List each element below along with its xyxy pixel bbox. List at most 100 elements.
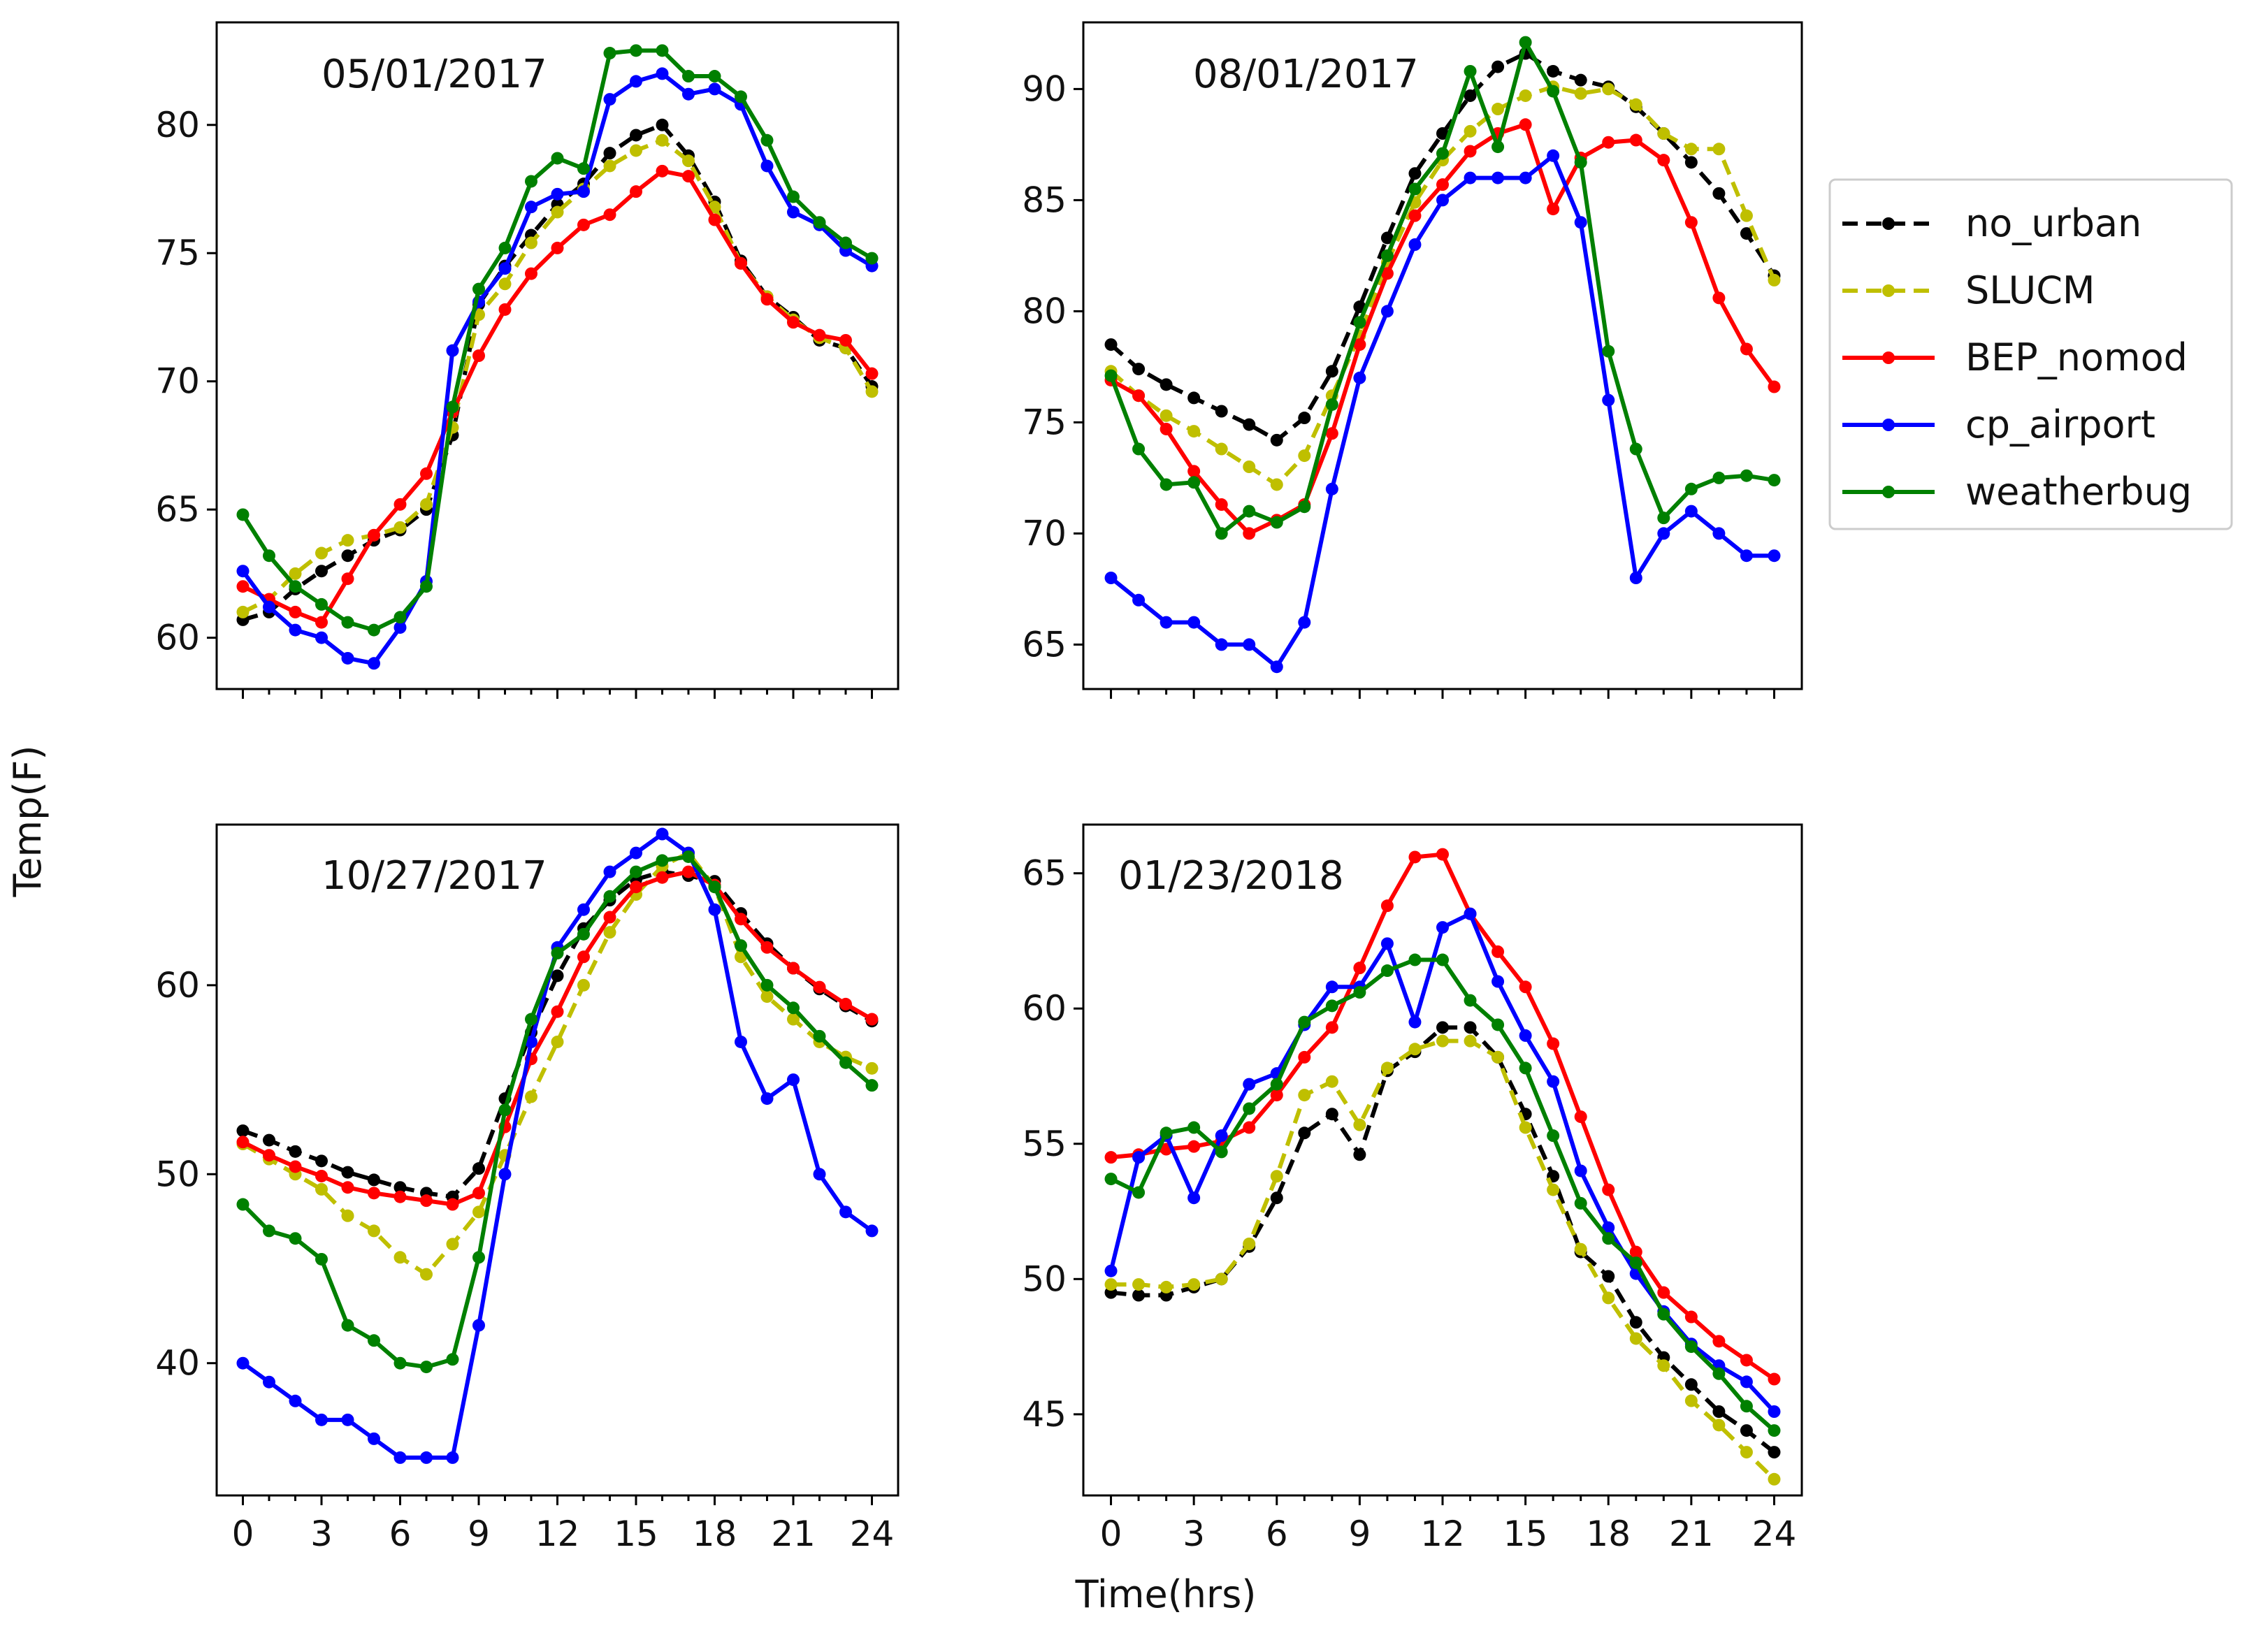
data-point bbox=[420, 1268, 433, 1281]
data-point bbox=[498, 277, 512, 291]
data-point bbox=[551, 969, 564, 983]
data-point bbox=[1768, 474, 1781, 487]
data-point bbox=[1380, 267, 1394, 280]
data-point bbox=[1270, 1078, 1283, 1091]
panel-title: 10/27/2017 bbox=[322, 853, 547, 899]
data-point bbox=[1298, 500, 1311, 514]
x-tick-label: 0 bbox=[1100, 1514, 1122, 1554]
data-point bbox=[1657, 527, 1670, 540]
data-point bbox=[1298, 616, 1311, 629]
x-tick-label: 18 bbox=[693, 1514, 737, 1554]
data-point bbox=[289, 605, 302, 618]
data-point bbox=[1436, 127, 1449, 140]
data-point bbox=[1298, 1126, 1311, 1140]
data-point bbox=[603, 159, 616, 173]
data-point bbox=[289, 1232, 302, 1245]
data-point bbox=[708, 70, 721, 83]
data-point bbox=[1436, 194, 1449, 207]
y-tick-label: 55 bbox=[1022, 1124, 1067, 1164]
data-point bbox=[1325, 1021, 1338, 1034]
data-point bbox=[760, 133, 774, 147]
data-point bbox=[498, 303, 512, 316]
data-point bbox=[1768, 1405, 1781, 1418]
data-point bbox=[1187, 1191, 1201, 1205]
legend-entry-bep-nomod: BEP_nomod bbox=[1842, 335, 2188, 379]
data-point bbox=[865, 252, 879, 265]
data-point bbox=[236, 508, 250, 521]
data-point bbox=[236, 580, 250, 593]
data-point bbox=[1684, 156, 1698, 169]
data-point bbox=[315, 546, 328, 560]
data-point bbox=[813, 328, 826, 342]
data-point bbox=[551, 241, 564, 254]
data-point bbox=[1491, 1018, 1505, 1031]
data-point bbox=[1325, 427, 1338, 440]
data-point bbox=[315, 1413, 328, 1426]
data-point bbox=[393, 1451, 407, 1464]
data-point bbox=[603, 147, 616, 160]
data-point bbox=[656, 854, 669, 867]
data-point bbox=[525, 1013, 537, 1026]
data-point bbox=[1408, 209, 1422, 222]
data-point bbox=[1215, 1273, 1228, 1286]
data-point bbox=[1160, 1280, 1173, 1293]
data-point bbox=[813, 1029, 826, 1043]
series-weatherbug bbox=[1104, 953, 1781, 1437]
y-tick-label: 60 bbox=[155, 965, 200, 1006]
data-point bbox=[1491, 103, 1505, 116]
data-point bbox=[787, 190, 800, 203]
y-tick-label: 90 bbox=[1022, 68, 1067, 109]
data-point bbox=[577, 218, 590, 231]
data-point bbox=[865, 1061, 879, 1075]
data-point bbox=[1712, 471, 1726, 484]
x-axis-label: Time(hrs) bbox=[1075, 1572, 1257, 1616]
data-point bbox=[1104, 1278, 1118, 1291]
data-point bbox=[341, 1319, 354, 1332]
data-point bbox=[1380, 937, 1394, 950]
data-point bbox=[472, 349, 485, 362]
data-point bbox=[1574, 156, 1587, 169]
data-point bbox=[1270, 478, 1283, 491]
data-point bbox=[1602, 1270, 1615, 1283]
data-point bbox=[1684, 1378, 1698, 1391]
data-point bbox=[1491, 171, 1505, 184]
data-point bbox=[682, 87, 695, 101]
legend-label: cp_airport bbox=[1965, 403, 2155, 447]
data-point bbox=[263, 1375, 275, 1389]
data-point bbox=[263, 1149, 275, 1162]
data-point bbox=[1684, 1340, 1698, 1354]
data-point bbox=[1712, 1419, 1726, 1432]
data-point bbox=[1629, 442, 1642, 456]
y-tick-label: 60 bbox=[155, 618, 200, 658]
legend-swatch-marker bbox=[1882, 419, 1895, 431]
data-point bbox=[315, 631, 328, 644]
data-point bbox=[1215, 527, 1228, 540]
data-point bbox=[630, 75, 642, 88]
data-point bbox=[708, 82, 721, 96]
series-weatherbug bbox=[236, 44, 879, 637]
data-point bbox=[630, 129, 642, 142]
data-point bbox=[289, 1160, 302, 1173]
data-point bbox=[393, 498, 407, 511]
data-point bbox=[263, 549, 275, 563]
data-point bbox=[656, 67, 669, 80]
data-point bbox=[682, 170, 695, 183]
data-point bbox=[735, 939, 747, 952]
data-point bbox=[656, 133, 669, 147]
data-point bbox=[368, 657, 380, 670]
data-point bbox=[1464, 89, 1477, 102]
data-point bbox=[1740, 1424, 1753, 1437]
y-tick-label: 65 bbox=[1022, 624, 1067, 665]
data-point bbox=[630, 846, 642, 860]
data-point bbox=[1408, 167, 1422, 180]
data-point bbox=[1712, 291, 1726, 305]
data-point bbox=[1270, 1089, 1283, 1102]
data-point bbox=[1574, 1242, 1587, 1256]
data-point bbox=[263, 600, 275, 614]
data-point bbox=[1187, 425, 1201, 438]
data-point bbox=[1464, 124, 1477, 138]
data-point bbox=[1547, 1037, 1560, 1050]
data-point bbox=[735, 1035, 747, 1048]
data-point bbox=[1132, 363, 1146, 376]
data-point bbox=[682, 70, 695, 83]
